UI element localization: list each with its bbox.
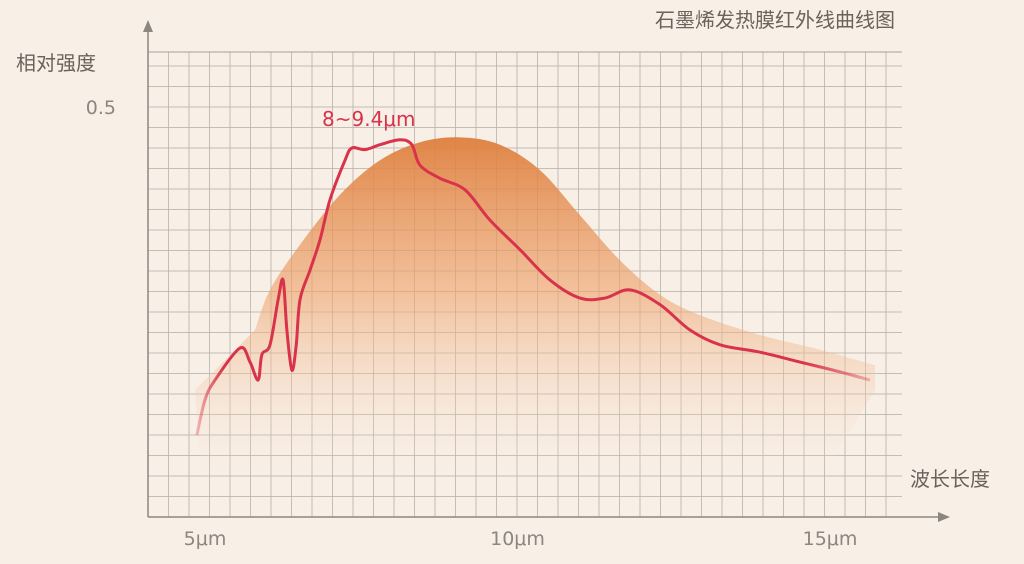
y-tick-label: 0.5	[86, 97, 116, 119]
y-axis-label: 相对强度	[16, 51, 96, 75]
x-tick-label: 15μm	[803, 528, 858, 550]
reference-area	[195, 137, 875, 487]
x-tick-label: 10μm	[490, 528, 545, 550]
peak-annotation: 8~9.4μm	[322, 107, 416, 131]
chart-title: 石墨烯发热膜红外线曲线图	[655, 8, 895, 32]
x-axis-label: 波长长度	[910, 467, 990, 491]
x-tick-label: 5μm	[184, 528, 227, 550]
y-axis-arrow-icon	[143, 20, 153, 32]
measured-line	[195, 138, 871, 436]
x-axis-arrow-icon	[938, 512, 950, 522]
